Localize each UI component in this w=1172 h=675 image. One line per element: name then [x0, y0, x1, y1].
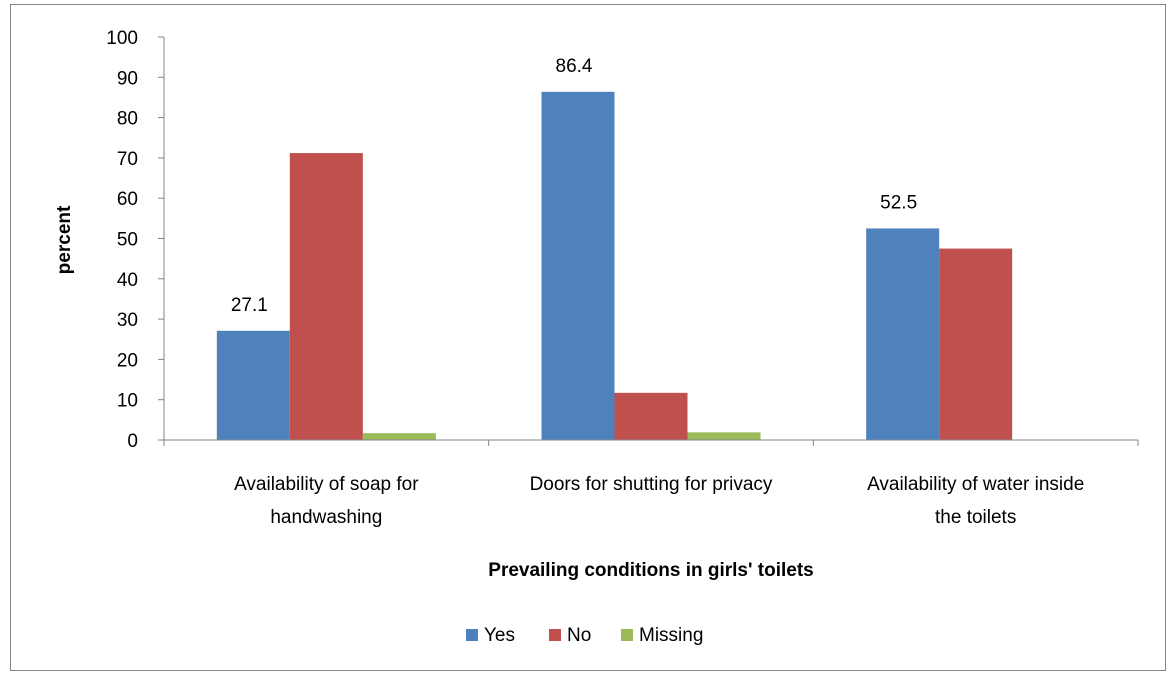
- y-axis-ticks: 0 10 20 30 40 50 60 70 80 90 100: [106, 28, 164, 452]
- bar-no: [614, 392, 688, 440]
- data-label: 52.5: [880, 192, 917, 213]
- y-axis-title: percent: [54, 205, 75, 274]
- y-tick-label: 20: [117, 350, 138, 371]
- legend: Yes No Missing: [466, 625, 703, 646]
- legend-swatch-no: [549, 629, 561, 641]
- bar-yes: [216, 330, 290, 440]
- y-tick-label: 10: [117, 391, 138, 412]
- y-tick-label: 60: [117, 189, 138, 210]
- legend-label: Yes: [484, 625, 515, 646]
- y-tick-label: 0: [127, 431, 138, 452]
- x-axis-title: Prevailing conditions in girls' toilets: [488, 560, 813, 581]
- data-label: 27.1: [231, 295, 268, 316]
- x-category-label: Availability of water inside: [867, 474, 1084, 495]
- x-category-label: the toilets: [935, 507, 1016, 528]
- legend-label: No: [567, 625, 591, 646]
- bar-yes: [541, 91, 615, 441]
- bar-yes: [866, 228, 940, 440]
- x-category-label: Doors for shutting for privacy: [530, 474, 773, 495]
- bar-missing: [362, 433, 436, 440]
- legend-label: Missing: [639, 625, 703, 646]
- y-tick-label: 40: [117, 270, 138, 291]
- y-tick-label: 80: [117, 109, 138, 130]
- bar-missing: [687, 432, 761, 440]
- y-tick-label: 50: [117, 230, 138, 251]
- data-label: 86.4: [556, 56, 593, 77]
- bar-no: [289, 153, 363, 440]
- y-tick-label: 30: [117, 310, 138, 331]
- data-labels: 27.1 86.4 52.5: [231, 56, 917, 316]
- legend-swatch-yes: [466, 629, 478, 641]
- category-labels: Availability of soap for handwashing Doors…: [234, 474, 1084, 528]
- y-tick-label: 100: [106, 28, 138, 49]
- y-tick-label: 70: [117, 149, 138, 170]
- x-category-label: handwashing: [270, 507, 382, 528]
- x-category-label: Availability of soap for: [234, 474, 419, 495]
- bars: [216, 91, 1013, 441]
- bar-no: [939, 248, 1013, 440]
- axes: [163, 37, 1139, 446]
- y-tick-label: 90: [117, 68, 138, 89]
- legend-swatch-missing: [621, 629, 633, 641]
